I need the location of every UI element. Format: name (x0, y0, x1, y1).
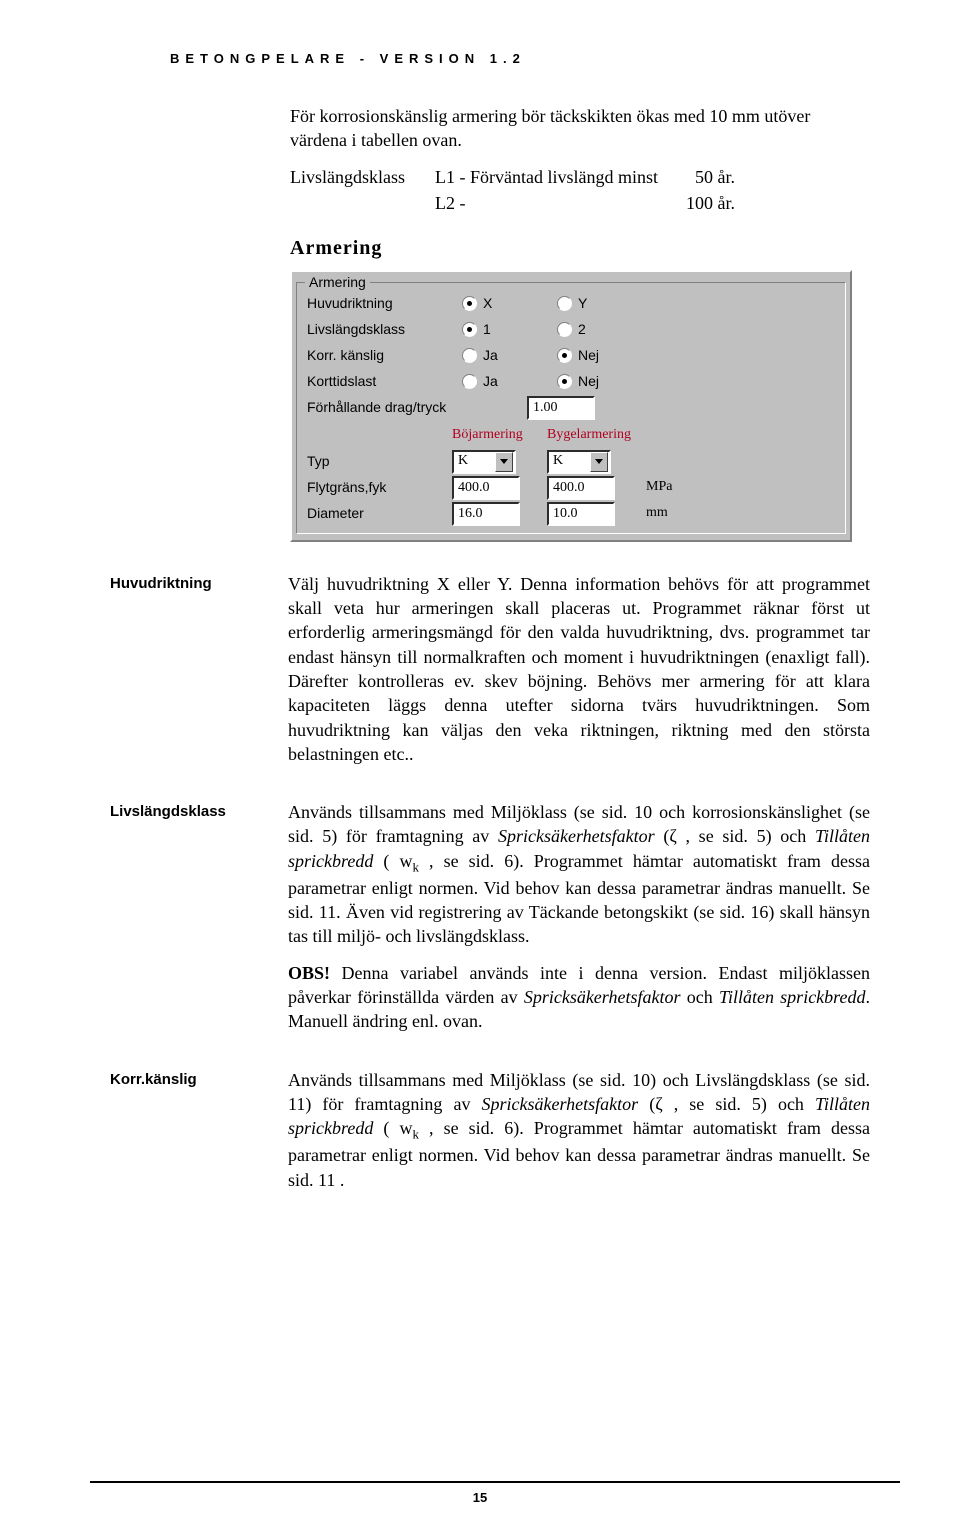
side-label-livslangd: Livslängdsklass (110, 800, 288, 1045)
label-huvudriktning: Huvudriktning (307, 294, 462, 313)
livslangd-row-2: L2 - 100 år. (290, 190, 870, 216)
row-typ: Typ K K (307, 449, 835, 475)
row-forhallande: Förhållande drag/tryck 1.00 (307, 395, 835, 421)
ll-c2: L2 - (435, 191, 685, 215)
intro-p1: För korrosionskänslig armering bör täcks… (290, 104, 870, 153)
ll-c1: Livslängdsklass (290, 165, 435, 189)
radio-dot-icon (557, 322, 572, 337)
body-livslangd: Används tillsammans med Miljöklass (se s… (288, 800, 870, 1045)
row-korttidslast: Korttidslast Ja Nej (307, 369, 835, 395)
section-heading: Armering (290, 235, 870, 262)
radio-dot-icon (557, 296, 572, 311)
label-livslangdsklass: Livslängdsklass (307, 320, 462, 339)
ll-c3: 50 år. (685, 165, 735, 189)
radio-huvudriktning-y[interactable]: Y (557, 294, 587, 313)
row-diameter: Diameter 16.0 10.0 mm (307, 501, 835, 527)
label-flytgrans: Flytgräns,fyk (307, 478, 452, 497)
col-header-bygelarmering: Bygelarmering (547, 426, 642, 445)
armering-panel: Armering Huvudriktning X Y Livslängdskla… (290, 270, 852, 542)
label-korr-kanslig: Korr. känslig (307, 346, 462, 365)
radio-korttid-nej[interactable]: Nej (557, 372, 599, 391)
page: BETONGPELARE - VERSION 1.2 För korrosion… (0, 0, 960, 1529)
radio-dot-icon (462, 374, 477, 389)
armering-groupbox: Armering Huvudriktning X Y Livslängdskla… (296, 282, 846, 534)
text-korr: Används tillsammans med Miljöklass (se s… (288, 1068, 870, 1192)
radio-korr-ja[interactable]: Ja (462, 346, 498, 365)
col-header-bojarmering: Böjarmering (452, 426, 547, 445)
ll-c3: 100 år. (685, 191, 735, 215)
input-forhallande[interactable]: 1.00 (527, 396, 595, 420)
radio-dot-icon (557, 348, 572, 363)
radio-dot-icon (557, 374, 572, 389)
input-diam-boj[interactable]: 16.0 (452, 502, 520, 526)
body-huvudriktning: Välj huvudriktning X eller Y. Denna info… (288, 572, 870, 778)
entry-korr-kanslig: Korr.känslig Används tillsammans med Mil… (110, 1068, 870, 1204)
input-flyt-boj[interactable]: 400.0 (452, 476, 520, 500)
select-typ-bygel[interactable]: K (547, 450, 611, 474)
label-korttidslast: Korttidslast (307, 372, 462, 391)
entry-huvudriktning: Huvudriktning Välj huvudriktning X eller… (110, 572, 870, 778)
page-number: 15 (0, 1489, 960, 1507)
row-livslangdsklass: Livslängdsklass 1 2 (307, 317, 835, 343)
label-typ: Typ (307, 452, 452, 471)
unit-mpa: MPa (646, 478, 672, 497)
text-livslangd-obs: OBS! Denna variabel används inte i denna… (288, 961, 870, 1034)
label-diameter: Diameter (307, 504, 452, 523)
chevron-down-icon (590, 452, 608, 472)
text-huvudriktning: Välj huvudriktning X eller Y. Denna info… (288, 572, 870, 766)
radio-korttid-ja[interactable]: Ja (462, 372, 498, 391)
side-label-korr: Korr.känslig (110, 1068, 288, 1204)
select-typ-boj[interactable]: K (452, 450, 516, 474)
row-flytgrans: Flytgräns,fyk 400.0 400.0 MPa (307, 475, 835, 501)
page-header: BETONGPELARE - VERSION 1.2 (170, 50, 870, 68)
radio-dot-icon (462, 296, 477, 311)
radio-huvudriktning-x[interactable]: X (462, 294, 492, 313)
input-diam-bygel[interactable]: 10.0 (547, 502, 615, 526)
radio-dot-icon (462, 348, 477, 363)
ll-c1 (290, 191, 435, 215)
row-col-headers: Böjarmering Bygelarmering (307, 423, 835, 449)
radio-livslangd-2[interactable]: 2 (557, 320, 586, 339)
row-korr-kanslig: Korr. känslig Ja Nej (307, 343, 835, 369)
body-korr: Används tillsammans med Miljöklass (se s… (288, 1068, 870, 1204)
entries: Huvudriktning Välj huvudriktning X eller… (110, 572, 870, 1204)
chevron-down-icon (495, 452, 513, 472)
label-forhallande: Förhållande drag/tryck (307, 398, 527, 417)
entry-livslangdsklass: Livslängdsklass Används tillsammans med … (110, 800, 870, 1045)
side-label-huvudriktning: Huvudriktning (110, 572, 288, 778)
unit-mm: mm (646, 504, 668, 523)
livslangd-row-1: Livslängdsklass L1 - Förväntad livslängd… (290, 164, 870, 190)
radio-korr-nej[interactable]: Nej (557, 346, 599, 365)
row-huvudriktning: Huvudriktning X Y (307, 291, 835, 317)
radio-dot-icon (462, 322, 477, 337)
input-flyt-bygel[interactable]: 400.0 (547, 476, 615, 500)
footer-rule (90, 1481, 900, 1483)
text-livslangd-p1: Används tillsammans med Miljöklass (se s… (288, 800, 870, 949)
livslangd-list: Livslängdsklass L1 - Förväntad livslängd… (290, 164, 870, 217)
ll-c2: L1 - Förväntad livslängd minst (435, 165, 685, 189)
groupbox-title: Armering (305, 273, 370, 292)
radio-livslangd-1[interactable]: 1 (462, 320, 491, 339)
intro-block: För korrosionskänslig armering bör täcks… (290, 104, 870, 217)
